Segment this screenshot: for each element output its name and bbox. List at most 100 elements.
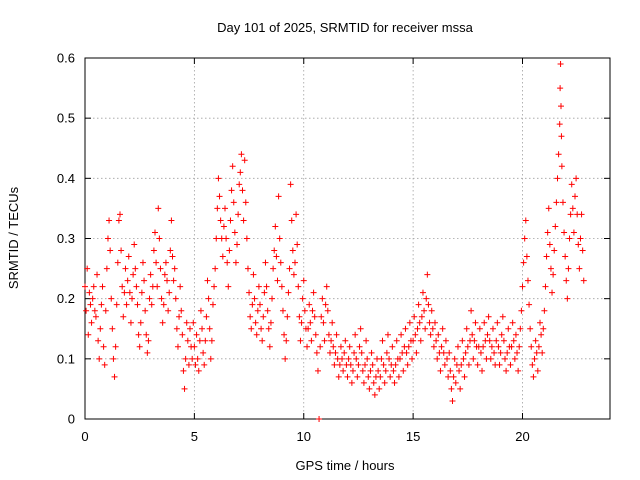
data-point <box>517 325 524 332</box>
data-point <box>365 373 372 380</box>
data-point <box>500 337 507 344</box>
data-point <box>240 217 247 224</box>
data-point <box>181 385 188 392</box>
data-point <box>219 253 226 260</box>
data-point <box>538 331 545 338</box>
data-point <box>432 319 438 326</box>
data-point <box>228 187 235 194</box>
data-point <box>252 319 259 326</box>
data-point <box>434 355 441 362</box>
data-point <box>318 313 325 320</box>
data-point <box>568 181 575 188</box>
data-point <box>576 265 583 272</box>
data-point <box>505 325 512 332</box>
data-point <box>227 217 234 224</box>
data-point <box>94 271 101 278</box>
data-point <box>174 343 181 350</box>
data-point <box>91 307 98 314</box>
data-point <box>331 361 338 368</box>
data-point <box>532 337 539 344</box>
data-point <box>131 241 138 248</box>
data-point <box>448 385 455 392</box>
x-tick-label: 15 <box>406 429 420 444</box>
x-tick-label: 5 <box>191 429 198 444</box>
data-point <box>114 259 121 266</box>
data-point <box>561 229 568 236</box>
data-point <box>352 331 359 338</box>
data-point <box>486 337 493 344</box>
data-point <box>207 355 214 362</box>
data-point <box>387 373 394 380</box>
data-point <box>510 337 517 344</box>
data-point <box>195 367 202 374</box>
data-point <box>173 325 180 332</box>
data-point <box>533 349 540 356</box>
data-point <box>430 343 437 350</box>
data-point <box>292 259 298 266</box>
data-point <box>307 319 314 326</box>
data-point <box>368 349 375 356</box>
data-point <box>310 289 317 296</box>
data-point <box>565 265 572 272</box>
data-point <box>512 331 519 338</box>
data-point <box>333 331 340 338</box>
data-point <box>569 205 576 212</box>
data-point <box>321 337 328 344</box>
data-point <box>559 199 566 206</box>
data-point <box>120 313 127 320</box>
data-point <box>161 271 168 278</box>
data-point <box>384 331 391 338</box>
data-point <box>200 349 207 356</box>
data-point <box>345 355 352 362</box>
data-point <box>354 373 361 380</box>
data-point <box>530 373 537 380</box>
data-point <box>552 223 559 230</box>
data-point <box>557 61 564 68</box>
data-point <box>122 265 129 272</box>
data-point <box>379 337 386 344</box>
data-point <box>377 373 384 380</box>
data-point <box>241 157 248 164</box>
y-tick-label: 0.2 <box>57 291 75 306</box>
data-point <box>251 295 258 302</box>
data-point <box>254 307 261 314</box>
data-point <box>238 151 245 158</box>
data-point <box>470 355 477 362</box>
data-point <box>355 361 362 368</box>
data-point <box>125 253 132 260</box>
data-point <box>563 277 570 284</box>
data-point <box>201 361 208 368</box>
data-point <box>359 367 366 374</box>
data-point <box>376 385 383 392</box>
data-point <box>415 301 422 308</box>
data-point <box>349 367 356 374</box>
data-point <box>554 175 561 182</box>
data-point <box>411 313 418 320</box>
data-point <box>427 331 434 338</box>
data-point <box>184 337 191 344</box>
y-tick-label: 0.1 <box>57 351 75 366</box>
data-point <box>138 289 145 296</box>
data-point <box>223 235 230 242</box>
data-point <box>299 295 306 302</box>
data-point <box>165 307 172 314</box>
data-point <box>106 217 113 224</box>
data-point <box>224 259 231 266</box>
data-point <box>440 349 447 356</box>
tick-layer: 0 0.1 0.2 0.3 0.4 0.5 0.6 0 5 10 15 20 <box>57 51 610 444</box>
data-point <box>261 289 268 296</box>
data-point <box>177 283 184 290</box>
data-point <box>154 283 161 290</box>
data-point <box>298 319 305 326</box>
data-point <box>236 181 243 188</box>
data-point <box>362 361 368 368</box>
data-point <box>211 283 218 290</box>
data-point <box>403 349 410 356</box>
data-point <box>491 349 498 356</box>
data-point <box>274 277 281 284</box>
data-point <box>205 295 212 302</box>
data-point <box>557 85 564 92</box>
data-point <box>113 301 120 308</box>
data-point <box>545 205 552 212</box>
x-tick-label: 20 <box>515 429 529 444</box>
